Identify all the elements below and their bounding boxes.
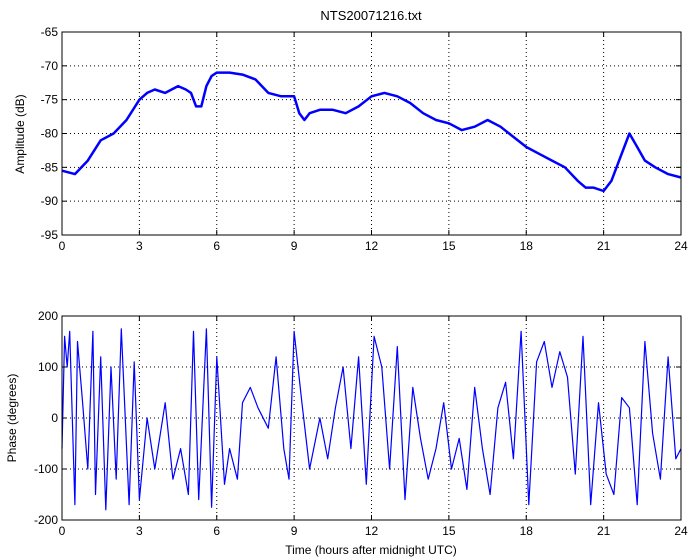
phase-x-tick-label: 24 [674,524,688,538]
amplitude-x-tick-label: 9 [291,239,298,253]
phase-x-label: Time (hours after midnight UTC) [285,543,457,557]
amplitude-y-tick-label: -75 [41,93,59,107]
phase-x-tick-label: 0 [59,524,66,538]
amplitude-x-tick-label: 0 [59,239,66,253]
phase-x-tick-label: 18 [520,524,534,538]
phase-x-tick-label: 21 [597,524,611,538]
amplitude-x-tick-label: 15 [442,239,456,253]
amplitude-x-tick-label: 3 [136,239,143,253]
amplitude-series [61,71,682,193]
amplitude-plot-area [62,32,681,235]
chart-title: NTS20071216.txt [320,8,422,23]
phase-x-tick-label: 3 [136,524,143,538]
phase-y-tick-label: 100 [38,360,58,374]
phase-series [61,328,682,511]
phase-y-label: Phase (degrees) [5,374,19,463]
phase-x-tick-label: 12 [365,524,379,538]
amplitude-x-tick-label: 12 [365,239,379,253]
amplitude-x-tick-label: 21 [597,239,611,253]
amplitude-y-tick-label: -95 [41,228,59,242]
amplitude-x-tick-label: 6 [213,239,220,253]
phase-plot-area [62,316,681,520]
amplitude-y-tick-label: -65 [41,25,59,39]
amplitude-y-label: Amplitude (dB) [13,94,27,173]
amplitude-x-tick-label: 18 [520,239,534,253]
amplitude-line [61,71,682,193]
phase-ticks: 0 3 6 9 12 15 18 21 24 -200 -100 0 100 200 [34,309,688,538]
amplitude-x-tick-label: 24 [674,239,688,253]
phase-x-tick-label: 6 [213,524,220,538]
amplitude-y-tick-label: -85 [41,160,59,174]
phase-axes: 0 3 6 9 12 15 18 21 24 -200 -100 0 100 200 Phase (deg… [5,309,688,557]
phase-y-tick-label: -200 [34,513,58,527]
phase-y-tick-label: 0 [51,411,58,425]
phase-y-tick-label: -100 [34,462,58,476]
phase-line [61,328,682,511]
phase-y-tick-label: 200 [38,309,58,323]
phase-x-tick-label: 15 [442,524,456,538]
amplitude-y-tick-label: -90 [41,194,59,208]
phase-x-tick-label: 9 [291,524,298,538]
amplitude-y-tick-label: -80 [41,127,59,141]
amplitude-ticks: 0 3 6 9 12 15 18 21 24 -95 -90 -85 -80 -75 -70 -65 [41,25,688,253]
amplitude-y-tick-label: -70 [41,59,59,73]
amplitude-axes: 0 3 6 9 12 15 18 21 24 -95 -90 -85 -80 -75 -70 -65 Ampl… [13,25,688,253]
